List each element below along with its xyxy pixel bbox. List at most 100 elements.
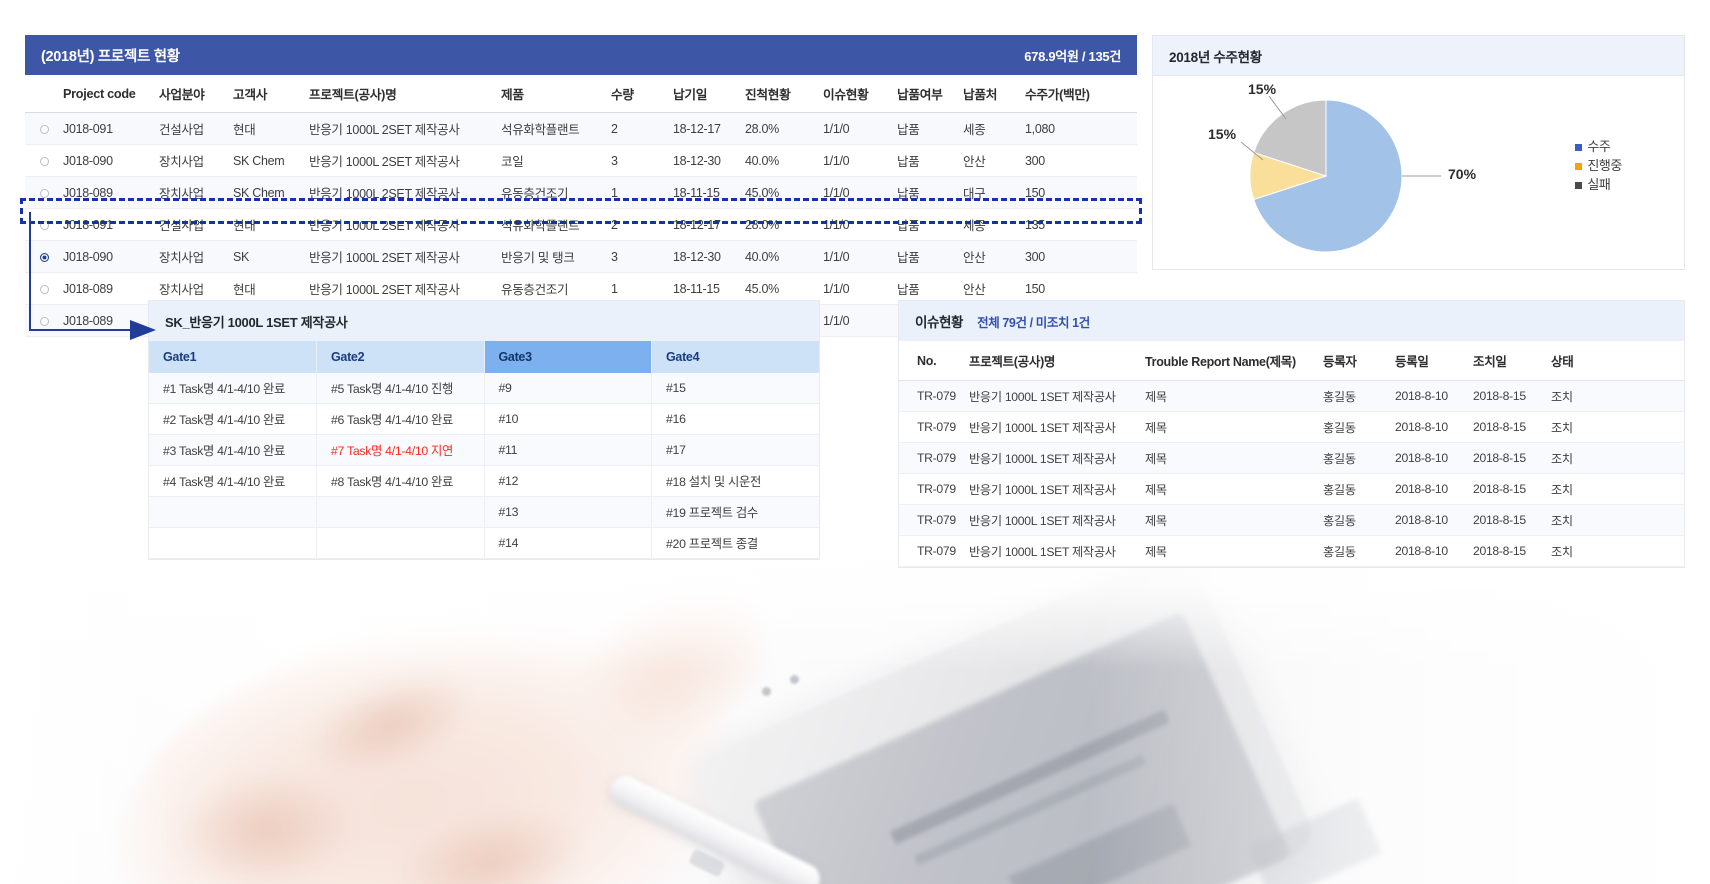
cell-place: 안산: [963, 272, 1025, 305]
radio-unselected-icon[interactable]: [39, 188, 49, 198]
radio-unselected-icon[interactable]: [39, 284, 49, 294]
pie-label-blue: 70%: [1448, 166, 1477, 182]
project-col-header-8[interactable]: 진척현황: [745, 75, 823, 113]
issue-col-header-5[interactable]: 조치일: [1473, 341, 1551, 381]
row-select-radio-cell[interactable]: [25, 144, 63, 177]
row-select-radio-cell[interactable]: [25, 304, 63, 337]
order-status-chart-header: 2018년 수주현황: [1153, 36, 1684, 76]
cell-due: 18-11-15: [673, 176, 745, 209]
issue-table-row[interactable]: TR-079 반응기 1000L 1SET 제작공사 제목 홍길동 2018-8-10 2…: [899, 473, 1684, 505]
gate-col-header-gate2[interactable]: Gate2: [316, 341, 485, 373]
table-row[interactable]: J018-091 건설사업 현대 반응기 1000L 2SET 제작공사 석유화학플랜트…: [25, 112, 1137, 145]
cell-qty: 1: [611, 176, 673, 209]
row-select-radio-cell[interactable]: [25, 208, 63, 241]
project-col-header-5[interactable]: 제품: [501, 75, 611, 113]
issue-cell-3: 홍길동: [1323, 504, 1395, 536]
gate-task-cell[interactable]: #1 Task명 4/1-4/10 완료: [149, 373, 317, 404]
project-col-header-1[interactable]: Project code: [63, 75, 159, 113]
gate-col-header-gate1[interactable]: Gate1: [149, 341, 317, 373]
issue-cell-4: 2018-8-10: [1395, 411, 1473, 443]
gate-task-cell[interactable]: #7 Task명 4/1-4/10 지연: [316, 434, 485, 466]
table-row[interactable]: J018-089 장치사업 SK Chem 반응기 1000L 2SET 제작공사 유동…: [25, 176, 1137, 209]
issue-col-header-3[interactable]: 등록자: [1323, 341, 1395, 381]
cell-qty: 3: [611, 240, 673, 273]
project-col-header-2[interactable]: 사업분야: [159, 75, 233, 113]
gate-task-cell[interactable]: #17: [651, 434, 819, 466]
gate-task-cell[interactable]: #20 프로젝트 종결: [651, 527, 819, 559]
radio-unselected-icon[interactable]: [39, 156, 49, 166]
table-row[interactable]: J018-090 장치사업 SK 반응기 1000L 2SET 제작공사 반응기 및 탱…: [25, 240, 1137, 273]
gate-task-cell[interactable]: #8 Task명 4/1-4/10 완료: [316, 465, 485, 497]
issue-table-row[interactable]: TR-079 반응기 1000L 1SET 제작공사 제목 홍길동 2018-8-10 2…: [899, 504, 1684, 536]
project-col-header-7[interactable]: 납기일: [673, 75, 745, 113]
gate-table-row: #4 Task명 4/1-4/10 완료 #8 Task명 4/1-4/10 완료…: [149, 465, 819, 497]
cell-price: 1,080: [1025, 112, 1137, 145]
row-select-radio-cell[interactable]: [25, 272, 63, 305]
legend-swatch-icon: [1575, 162, 1583, 170]
gate-col-header-gate4[interactable]: Gate4: [651, 341, 819, 373]
cell-price: 150: [1025, 176, 1137, 209]
issue-table-body: TR-079 반응기 1000L 1SET 제작공사 제목 홍길동 2018-8-10 2…: [899, 380, 1684, 567]
issue-cell-3: 홍길동: [1323, 535, 1395, 567]
project-col-header-9[interactable]: 이슈현황: [823, 75, 897, 113]
row-select-radio-cell[interactable]: [25, 240, 63, 273]
radio-unselected-icon[interactable]: [39, 124, 49, 134]
gate-task-cell[interactable]: #4 Task명 4/1-4/10 완료: [149, 465, 317, 497]
page-title: (2018년) 프로젝트 현황: [41, 48, 180, 65]
cell-code: J018-090: [63, 144, 159, 177]
project-col-header-10[interactable]: 납품여부: [897, 75, 963, 113]
gate-task-cell[interactable]: #19 프로젝트 검수: [651, 496, 819, 528]
project-col-header-12[interactable]: 수주가(백만): [1025, 75, 1137, 113]
background-photo: [0, 520, 1710, 884]
issue-table-row[interactable]: TR-079 반응기 1000L 1SET 제작공사 제목 홍길동 2018-8-10 2…: [899, 380, 1684, 412]
gate-task-cell[interactable]: #16: [651, 403, 819, 435]
project-col-header-11[interactable]: 납품처: [963, 75, 1025, 113]
gate-task-cell[interactable]: #3 Task명 4/1-4/10 완료: [149, 434, 317, 466]
gate-task-cell[interactable]: #2 Task명 4/1-4/10 완료: [149, 403, 317, 435]
gate-task-cell[interactable]: #15: [651, 373, 819, 404]
gate-task-cell[interactable]: #11: [484, 434, 652, 466]
radio-unselected-icon[interactable]: [39, 316, 49, 326]
legend-label: 수주: [1587, 139, 1611, 154]
gate-task-cell[interactable]: #13: [484, 496, 652, 528]
issue-col-header-2[interactable]: Trouble Report Name(제목): [1145, 341, 1323, 381]
gate-task-cell[interactable]: #14: [484, 527, 652, 559]
project-col-header-6[interactable]: 수량: [611, 75, 673, 113]
gate-col-header-gate3[interactable]: Gate3: [484, 341, 652, 373]
gate-task-cell[interactable]: #10: [484, 403, 652, 435]
issue-col-header-0[interactable]: No.: [899, 341, 969, 381]
project-col-header-0[interactable]: [25, 75, 63, 113]
cell-project: 반응기 1000L 2SET 제작공사: [309, 144, 501, 177]
cell-field: 건설사업: [159, 112, 233, 145]
cell-code: J018-091: [63, 208, 159, 241]
table-row[interactable]: J018-090 장치사업 SK Chem 반응기 1000L 2SET 제작공사 코일…: [25, 144, 1137, 177]
gate-task-cell: [149, 527, 317, 559]
cell-customer: SK: [233, 240, 309, 273]
issue-cell-6: 조치: [1551, 504, 1684, 536]
cell-delivered: 납품: [897, 208, 963, 241]
gate-task-cell[interactable]: #5 Task명 4/1-4/10 진행: [316, 373, 485, 404]
project-col-header-3[interactable]: 고객사: [233, 75, 309, 113]
issue-col-header-4[interactable]: 등록일: [1395, 341, 1473, 381]
issue-col-header-6[interactable]: 상태: [1551, 341, 1684, 381]
row-select-radio-cell[interactable]: [25, 176, 63, 209]
issue-cell-1: 반응기 1000L 1SET 제작공사: [969, 504, 1145, 536]
photo-tablet-camera: [762, 687, 771, 696]
issue-table-row[interactable]: TR-079 반응기 1000L 1SET 제작공사 제목 홍길동 2018-8-10 2…: [899, 411, 1684, 443]
cell-project: 반응기 1000L 2SET 제작공사: [309, 112, 501, 145]
gate-task-cell[interactable]: #12: [484, 465, 652, 497]
issue-col-header-1[interactable]: 프로젝트(공사)명: [969, 341, 1145, 381]
table-row[interactable]: J018-091 건설사업 현대 반응기 1000L 2SET 제작공사 석유화학플랜트…: [25, 208, 1137, 241]
issue-cell-5: 2018-8-15: [1473, 504, 1551, 536]
gate-task-cell[interactable]: #6 Task명 4/1-4/10 완료: [316, 403, 485, 435]
issue-table-row[interactable]: TR-079 반응기 1000L 1SET 제작공사 제목 홍길동 2018-8-10 2…: [899, 442, 1684, 474]
gate-task-cell[interactable]: #18 설치 및 시운전: [651, 465, 819, 497]
row-select-radio-cell[interactable]: [25, 112, 63, 145]
radio-selected-icon[interactable]: [39, 252, 49, 262]
issue-table-row[interactable]: TR-079 반응기 1000L 1SET 제작공사 제목 홍길동 2018-8-10 2…: [899, 535, 1684, 567]
issue-cell-6: 조치: [1551, 380, 1684, 412]
cell-customer: SK Chem: [233, 176, 309, 209]
project-col-header-4[interactable]: 프로젝트(공사)명: [309, 75, 501, 113]
gate-task-cell[interactable]: #9: [484, 373, 652, 404]
